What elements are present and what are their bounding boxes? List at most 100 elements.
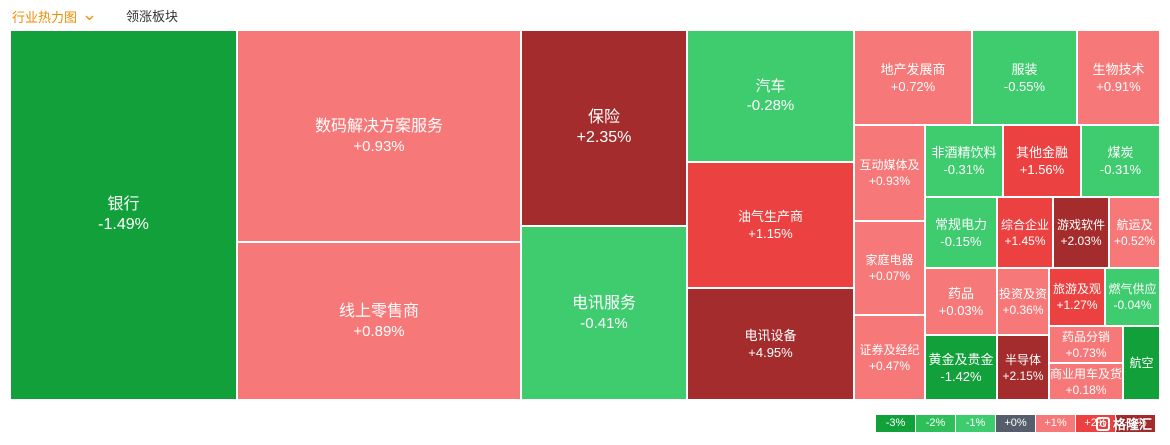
legend-swatch-zero: +0%: [996, 415, 1036, 432]
tile-beverages[interactable]: 非酒精饮料 -0.31%: [925, 125, 1003, 197]
sector-change: +0.18%: [1065, 382, 1107, 397]
sector-change: +0.07%: [868, 269, 911, 283]
tile-auto[interactable]: 汽车 -0.28%: [687, 30, 854, 162]
sector-change: -0.55%: [1003, 78, 1046, 94]
sector-change: +0.93%: [353, 137, 405, 155]
sector-name: 保险: [587, 109, 620, 126]
gelonghui-logo-icon: G: [1096, 416, 1110, 431]
sector-change: +2.03%: [1060, 233, 1102, 248]
tile-airlines[interactable]: 航空: [1123, 326, 1160, 400]
tile-shipping[interactable]: 航运及 +0.52%: [1109, 197, 1160, 268]
sector-change: +0.89%: [353, 322, 405, 340]
legend-swatch-minus3: -3%: [876, 415, 916, 432]
sector-name: 银行: [107, 196, 140, 213]
sector-name: 半导体: [1004, 352, 1041, 367]
watermark: G 格隆汇: [1096, 414, 1152, 433]
tile-conglomerates[interactable]: 综合企业 +1.45%: [997, 197, 1053, 268]
tab-industry-heatmap[interactable]: 行业热力图: [12, 8, 94, 27]
tile-investment[interactable]: 投资及资 +0.36%: [997, 268, 1049, 335]
tile-digital-solutions[interactable]: 数码解决方案服务 +0.93%: [237, 30, 521, 242]
sector-name: 商业用车及货: [1050, 366, 1122, 381]
tile-apparel[interactable]: 服装 -0.55%: [972, 30, 1077, 125]
tab-leading-sectors-label: 领涨板块: [126, 9, 179, 24]
sector-change: +1.56%: [1019, 162, 1065, 177]
tile-securities[interactable]: 证券及经纪 +0.47%: [854, 315, 925, 400]
sector-change: -0.15%: [940, 233, 982, 249]
tile-insurance[interactable]: 保险 +2.35%: [521, 30, 687, 226]
sector-name: 家庭电器: [865, 253, 914, 267]
sector-change: -0.28%: [746, 97, 795, 114]
sector-change: +4.95%: [748, 345, 793, 360]
tab-leading-sectors[interactable]: 领涨板块: [126, 8, 178, 26]
sector-name: 航空: [1129, 356, 1154, 370]
sector-name: 服装: [1011, 61, 1038, 77]
sector-name: 旅游及观: [1052, 282, 1101, 296]
legend-swatch-minus2: -2%: [916, 415, 956, 432]
tile-property-dev[interactable]: 地产发展商 +0.72%: [854, 30, 972, 125]
sector-change: +0.72%: [890, 78, 936, 94]
sector-name: 线上零售商: [338, 302, 419, 320]
sector-change: +1.15%: [748, 226, 793, 241]
tile-gas-supply[interactable]: 燃气供应 -0.04%: [1105, 268, 1160, 326]
legend-swatch-plus1: +1%: [1036, 415, 1076, 432]
sector-name: 黄金及贵金: [928, 351, 994, 367]
sector-change: -1.42%: [940, 368, 982, 384]
sector-name: 常规电力: [934, 216, 987, 232]
sector-name: 投资及资: [998, 286, 1047, 301]
sector-change: +0.93%: [868, 174, 911, 188]
sector-change: +0.91%: [1096, 78, 1141, 94]
sector-name: 地产发展商: [880, 61, 946, 77]
tile-bank[interactable]: 银行 -1.49%: [10, 30, 237, 400]
sector-name: 电讯服务: [571, 294, 636, 312]
sector-name: 燃气供应: [1108, 282, 1157, 296]
tile-home-appliances[interactable]: 家庭电器 +0.07%: [854, 221, 925, 315]
sector-name: 油气生产商: [737, 209, 803, 224]
sector-change: +0.36%: [1002, 302, 1044, 317]
tile-commercial-vehicles[interactable]: 商业用车及货 +0.18%: [1049, 363, 1123, 400]
tile-online-retail[interactable]: 线上零售商 +0.89%: [237, 242, 521, 400]
chevron-down-icon: [85, 8, 94, 26]
sector-name: 游戏软件: [1056, 217, 1105, 232]
tile-oil-gas[interactable]: 油气生产商 +1.15%: [687, 162, 854, 288]
sector-name: 数码解决方案服务: [314, 117, 443, 135]
tile-other-finance[interactable]: 其他金融 +1.56%: [1003, 125, 1081, 197]
sector-change: +0.52%: [1113, 233, 1156, 248]
watermark-text: 格隆汇: [1113, 417, 1153, 432]
sector-name: 煤炭: [1107, 145, 1134, 160]
tile-pharma[interactable]: 药品 +0.03%: [925, 268, 997, 335]
tile-interactive-media[interactable]: 互动媒体及 +0.93%: [854, 125, 925, 221]
tile-game-software[interactable]: 游戏软件 +2.03%: [1053, 197, 1109, 268]
sector-name: 药品: [947, 285, 974, 301]
tile-biotech[interactable]: 生物技术 +0.91%: [1077, 30, 1160, 125]
sector-change: -0.31%: [1099, 162, 1142, 177]
sector-change: -0.31%: [943, 162, 985, 177]
sector-name: 航运及: [1116, 217, 1153, 232]
tile-gold[interactable]: 黄金及贵金 -1.42%: [925, 335, 997, 400]
sector-change: +2.15%: [1002, 368, 1044, 383]
tile-power[interactable]: 常规电力 -0.15%: [925, 197, 997, 268]
sector-name: 汽车: [755, 78, 786, 95]
tile-semiconductor[interactable]: 半导体 +2.15%: [997, 335, 1049, 400]
tile-telecom-services[interactable]: 电讯服务 -0.41%: [521, 226, 687, 400]
sector-name: 非酒精饮料: [931, 145, 997, 160]
sector-change: +1.27%: [1056, 298, 1098, 312]
tile-telecom-equipment[interactable]: 电讯设备 +4.95%: [687, 288, 854, 400]
sector-name: 综合企业: [1000, 217, 1049, 232]
sector-name: 证券及经纪: [859, 342, 920, 357]
sector-change: +2.35%: [576, 129, 632, 146]
tile-pharma-distribution[interactable]: 药品分销 +0.73%: [1049, 326, 1123, 363]
tab-bar: 行业热力图 领涨板块: [0, 0, 1170, 32]
sector-change: -0.41%: [580, 314, 628, 332]
sector-name: 电讯设备: [744, 328, 797, 343]
legend-swatch-minus1: -1%: [956, 415, 996, 432]
sector-name: 其他金融: [1015, 145, 1068, 160]
sector-change: -1.49%: [98, 216, 149, 233]
tile-coal[interactable]: 煤炭 -0.31%: [1081, 125, 1160, 197]
sector-change: +0.73%: [1065, 345, 1107, 360]
tile-tourism[interactable]: 旅游及观 +1.27%: [1049, 268, 1105, 326]
legend-swatch-plus3: +3%: [1116, 415, 1156, 432]
sector-name: 生物技术: [1092, 61, 1145, 77]
sector-change: +1.45%: [1004, 233, 1046, 248]
tab-industry-heatmap-label: 行业热力图: [12, 10, 78, 25]
